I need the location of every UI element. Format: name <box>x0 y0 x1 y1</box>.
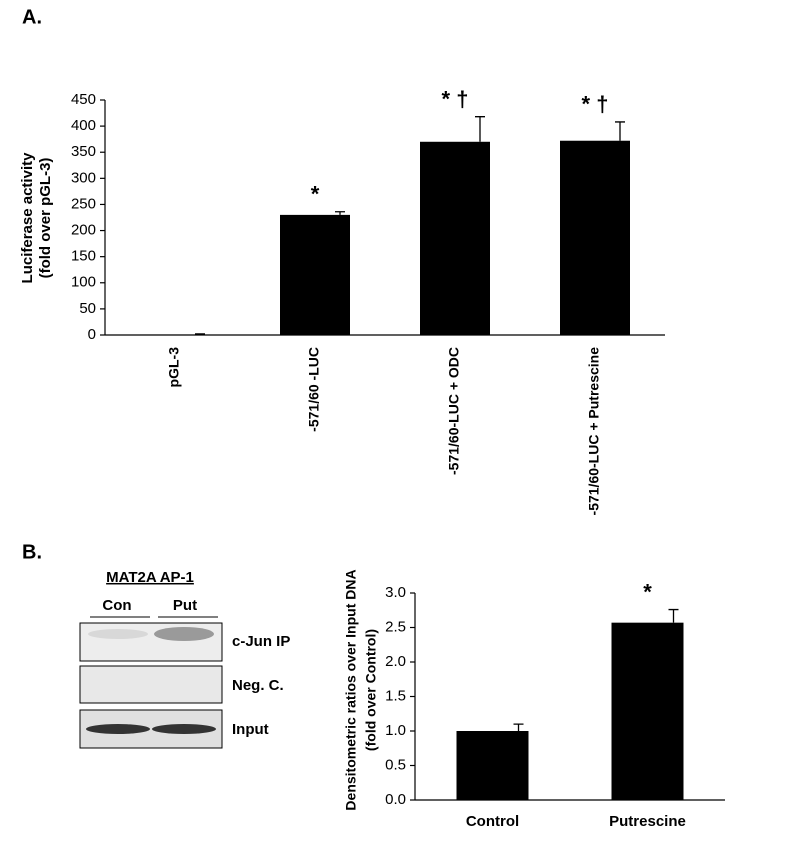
y-tick-label: 450 <box>71 91 96 108</box>
band <box>152 724 216 734</box>
band <box>88 629 148 639</box>
annotation: * <box>311 182 320 207</box>
bar <box>280 214 350 335</box>
y-axis-label: Densitometric ratios over Input DNA <box>343 569 359 810</box>
y-tick-label: 0.0 <box>385 791 406 808</box>
bar <box>560 140 630 335</box>
row-label: c-Jun IP <box>232 633 290 650</box>
y-tick-label: 50 <box>79 300 96 317</box>
annotation: * <box>643 579 652 604</box>
error-bar <box>615 121 625 141</box>
y-tick-label: 250 <box>71 195 96 212</box>
y-tick-label: 350 <box>71 143 96 160</box>
lane-label: Put <box>173 597 197 614</box>
y-tick-label: 400 <box>71 117 96 134</box>
x-tick-label: Control <box>466 813 519 830</box>
y-tick-label: 2.0 <box>385 653 406 670</box>
blot-title: MAT2A AP-1 <box>106 569 194 586</box>
y-tick-label: 1.5 <box>385 687 406 704</box>
row-label: Neg. C. <box>232 677 284 694</box>
lane-label: Con <box>102 597 131 614</box>
annotation: * † <box>582 92 609 117</box>
blot-panel <box>79 665 223 704</box>
x-tick-label: -571/60-LUC + Putrescine <box>586 347 602 516</box>
band <box>154 627 214 641</box>
error-bar <box>195 333 205 335</box>
y-tick-label: 200 <box>71 222 96 239</box>
x-tick-label: Putrescine <box>609 813 686 830</box>
y-tick-label: 0.5 <box>385 756 406 773</box>
y-axis-label: Luciferase activity <box>19 152 36 284</box>
y-tick-label: 150 <box>71 248 96 265</box>
band <box>86 724 150 734</box>
y-tick-label: 300 <box>71 169 96 186</box>
x-tick-label: pGL-3 <box>166 347 182 388</box>
error-bar <box>475 116 485 142</box>
bar <box>140 334 210 335</box>
y-axis-label: (fold over Control) <box>363 629 379 751</box>
panel-label: B. <box>22 541 42 563</box>
x-tick-label: -571/60 -LUC <box>306 347 322 432</box>
bar <box>611 622 684 800</box>
y-tick-label: 0 <box>88 326 96 343</box>
y-tick-label: 2.5 <box>385 618 406 635</box>
y-tick-label: 100 <box>71 274 96 291</box>
error-bar <box>513 723 524 731</box>
x-tick-label: -571/60-LUC + ODC <box>446 347 462 475</box>
bar <box>420 141 490 335</box>
bar <box>456 731 529 800</box>
row-label: Input <box>232 721 269 738</box>
error-bar <box>335 211 345 215</box>
y-tick-label: 3.0 <box>385 584 406 601</box>
y-tick-label: 1.0 <box>385 722 406 739</box>
y-axis-label: (fold over pGL-3) <box>37 158 54 279</box>
error-bar <box>668 608 679 623</box>
panel-label: A. <box>22 6 42 28</box>
annotation: * † <box>442 87 469 112</box>
